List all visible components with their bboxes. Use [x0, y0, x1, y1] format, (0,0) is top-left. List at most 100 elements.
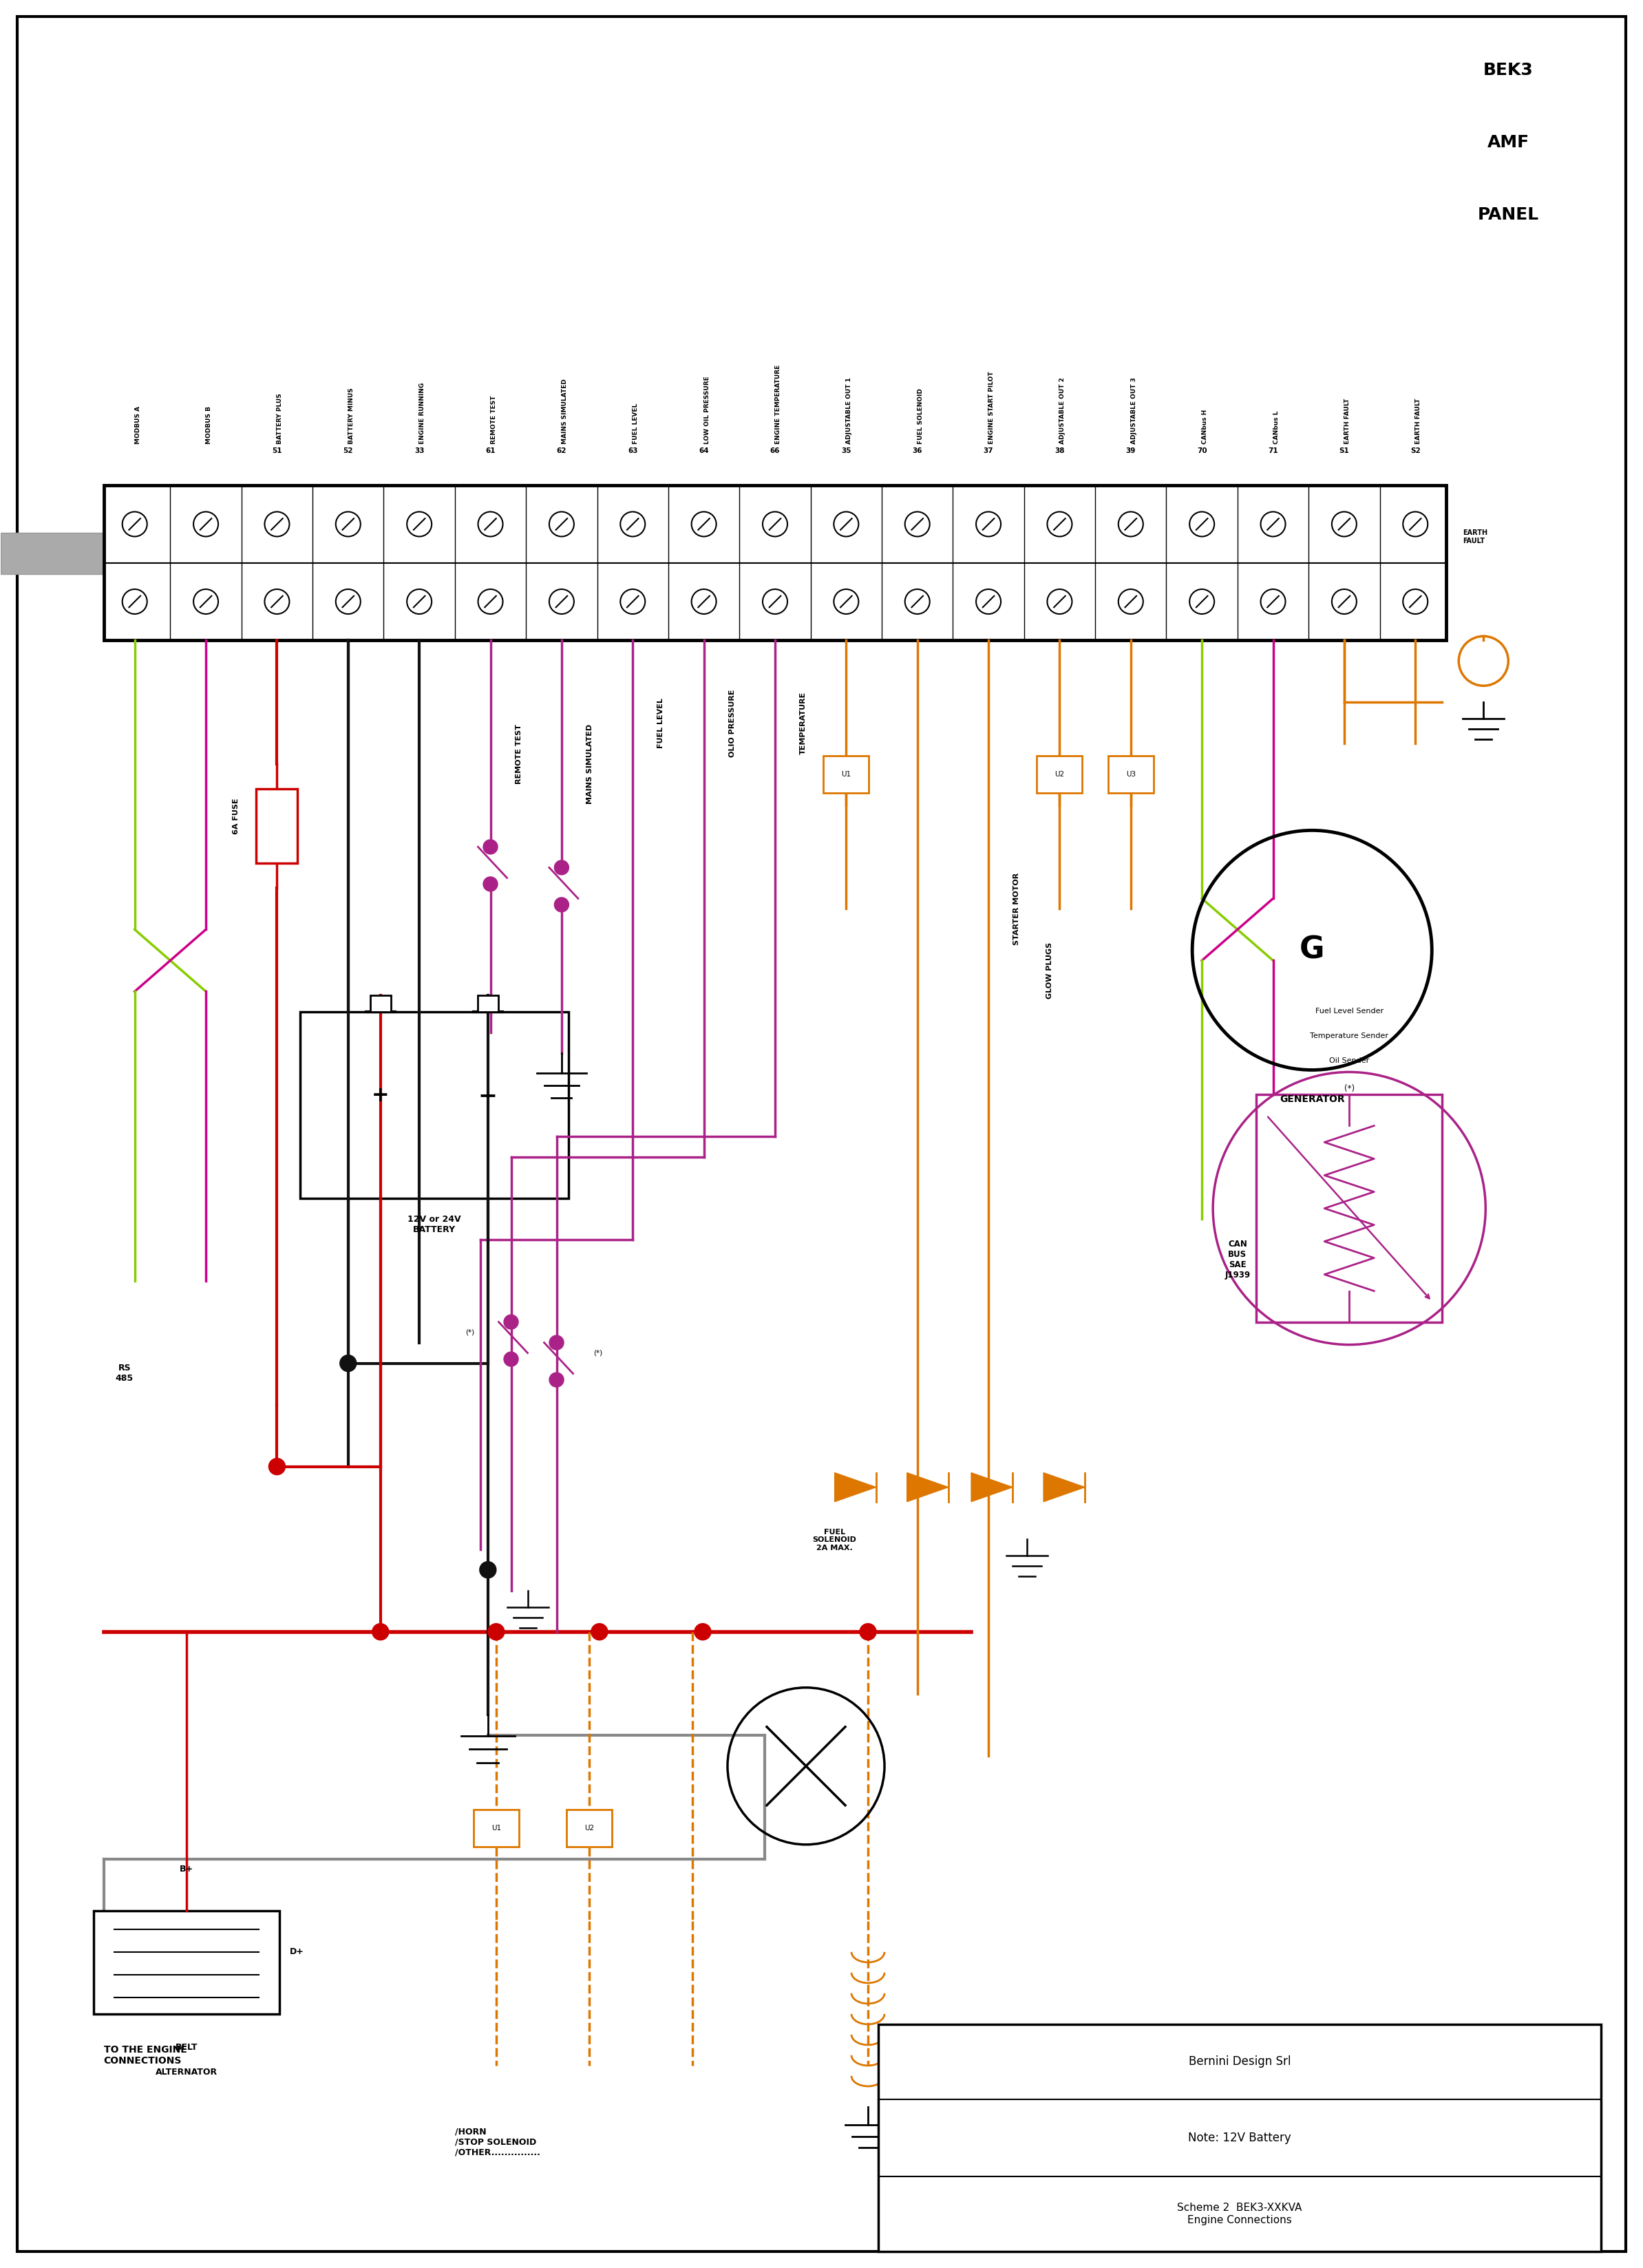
Text: STARTER MOTOR: STARTER MOTOR: [1014, 873, 1020, 946]
Text: 39: 39: [1125, 447, 1135, 454]
Text: MAINS SIMULATED: MAINS SIMULATED: [562, 379, 568, 445]
Text: 52: 52: [343, 447, 353, 454]
Circle shape: [488, 1624, 504, 1640]
Circle shape: [269, 1458, 286, 1474]
Text: +: +: [371, 1086, 389, 1107]
Circle shape: [122, 590, 148, 615]
Text: S2: S2: [1410, 447, 1421, 454]
Circle shape: [194, 513, 219, 538]
Circle shape: [504, 1315, 518, 1329]
Bar: [1107, 755, 1153, 794]
Text: 37: 37: [984, 447, 994, 454]
Text: ALTERNATOR: ALTERNATOR: [156, 2068, 217, 2077]
Circle shape: [549, 590, 573, 615]
Text: LOW OIL PRESSURE: LOW OIL PRESSURE: [703, 376, 710, 445]
Text: GLOW PLUGS: GLOW PLUGS: [1047, 943, 1053, 1000]
Circle shape: [692, 513, 716, 538]
Circle shape: [504, 1352, 518, 1365]
Text: ADJUSTABLE OUT 2: ADJUSTABLE OUT 2: [1060, 376, 1066, 445]
Text: CANbus L: CANbus L: [1273, 411, 1280, 445]
Circle shape: [1260, 513, 1285, 538]
Text: EARTH FAULT: EARTH FAULT: [1344, 399, 1351, 445]
Circle shape: [692, 590, 716, 615]
Text: 33: 33: [414, 447, 424, 454]
Text: S1: S1: [1339, 447, 1349, 454]
Bar: [473, 1810, 519, 1846]
Text: 66: 66: [771, 447, 780, 454]
Text: Temperature Sender: Temperature Sender: [1309, 1032, 1388, 1039]
Bar: [478, 996, 498, 1012]
Text: AMF: AMF: [1487, 134, 1530, 150]
Polygon shape: [1043, 1472, 1084, 1501]
Circle shape: [122, 513, 148, 538]
Text: BATTERY PLUS: BATTERY PLUS: [278, 392, 283, 445]
Text: 70: 70: [1196, 447, 1208, 454]
Circle shape: [762, 590, 787, 615]
Text: 38: 38: [1055, 447, 1065, 454]
Text: GENERATOR: GENERATOR: [1280, 1095, 1344, 1105]
Text: ADJUSTABLE OUT 3: ADJUSTABLE OUT 3: [1130, 376, 1137, 445]
Bar: [879, 2025, 1602, 2252]
Text: 63: 63: [628, 447, 637, 454]
Circle shape: [976, 513, 1001, 538]
Circle shape: [265, 590, 289, 615]
Bar: [0, 533, 104, 574]
Text: FUEL LEVEL: FUEL LEVEL: [657, 699, 664, 748]
Text: RS
485: RS 485: [115, 1363, 133, 1383]
Text: 12V or 24V
BATTERY: 12V or 24V BATTERY: [407, 1216, 462, 1234]
Circle shape: [976, 590, 1001, 615]
Circle shape: [621, 513, 646, 538]
Circle shape: [1403, 513, 1428, 538]
Text: EARTH
FAULT: EARTH FAULT: [1462, 531, 1487, 544]
Text: MODBUS B: MODBUS B: [205, 406, 212, 445]
Text: U1: U1: [491, 1823, 501, 1833]
Text: 36: 36: [912, 447, 922, 454]
Text: FUEL SOLENOID: FUEL SOLENOID: [917, 388, 923, 445]
Circle shape: [483, 878, 498, 891]
Text: FUEL
SOLENOID
2A MAX.: FUEL SOLENOID 2A MAX.: [813, 1529, 856, 1551]
Text: BELT: BELT: [176, 2043, 197, 2053]
Circle shape: [1260, 590, 1285, 615]
Circle shape: [1119, 590, 1144, 615]
Text: Fuel Level Sender: Fuel Level Sender: [1314, 1007, 1383, 1014]
Text: REMOTE TEST: REMOTE TEST: [491, 395, 496, 445]
Text: 35: 35: [841, 447, 851, 454]
Circle shape: [549, 513, 573, 538]
Text: G: G: [1300, 934, 1324, 964]
Text: (*): (*): [1344, 1084, 1354, 1093]
Text: MODBUS A: MODBUS A: [135, 406, 141, 445]
Polygon shape: [835, 1472, 876, 1501]
Text: Note: 12V Battery: Note: 12V Battery: [1188, 2132, 1291, 2143]
Circle shape: [833, 590, 859, 615]
Text: ENGINE RUNNING: ENGINE RUNNING: [419, 383, 426, 445]
Text: D+: D+: [289, 1948, 304, 1957]
Circle shape: [859, 1624, 876, 1640]
Text: ADJUSTABLE OUT 1: ADJUSTABLE OUT 1: [846, 376, 853, 445]
Text: −: −: [478, 1084, 498, 1107]
Circle shape: [554, 860, 568, 875]
Circle shape: [833, 513, 859, 538]
Circle shape: [621, 590, 646, 615]
Text: BEK3: BEK3: [1484, 61, 1533, 79]
Circle shape: [1403, 590, 1428, 615]
Circle shape: [407, 513, 432, 538]
Text: (*): (*): [593, 1349, 603, 1356]
Text: U3: U3: [1125, 771, 1135, 778]
Circle shape: [478, 590, 503, 615]
Text: Bernini Design Srl: Bernini Design Srl: [1188, 2055, 1291, 2068]
Text: 51: 51: [273, 447, 283, 454]
Circle shape: [1190, 513, 1214, 538]
Text: TO THE ENGINE
CONNECTIONS: TO THE ENGINE CONNECTIONS: [104, 2046, 187, 2066]
Circle shape: [407, 590, 432, 615]
Text: PANEL: PANEL: [1477, 206, 1539, 222]
Circle shape: [335, 513, 360, 538]
Circle shape: [549, 1336, 564, 1349]
Text: CAN
BUS
SAE
J1939: CAN BUS SAE J1939: [1224, 1238, 1250, 1279]
Circle shape: [695, 1624, 711, 1640]
Text: U1: U1: [841, 771, 851, 778]
Circle shape: [1332, 513, 1357, 538]
Bar: [1037, 755, 1083, 794]
Text: 62: 62: [557, 447, 567, 454]
Circle shape: [554, 898, 568, 912]
Bar: [567, 1810, 611, 1846]
